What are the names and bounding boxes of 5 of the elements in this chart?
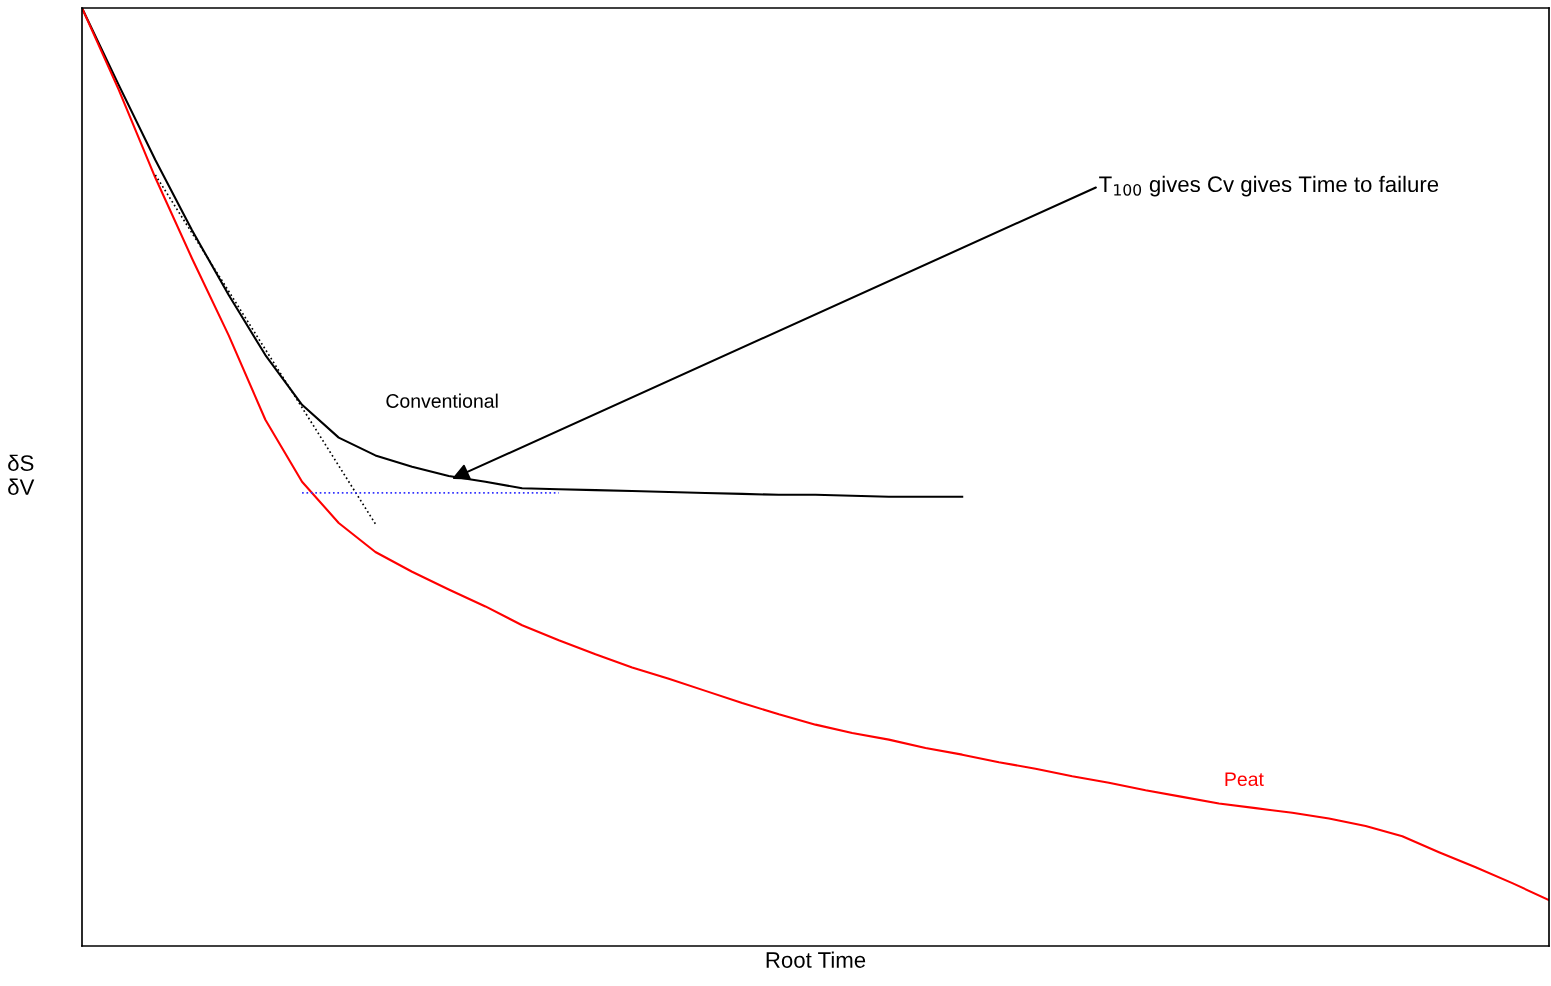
text: Conventional — [386, 393, 498, 408]
series-label: Peat — [1225, 772, 1264, 787]
x-axis-title: Root Time — [766, 951, 866, 968]
annotation: T$_{100}$ gives Cv gives Time to failure — [1099, 175, 1439, 197]
y-axis-title: δS δV — [8, 454, 35, 495]
